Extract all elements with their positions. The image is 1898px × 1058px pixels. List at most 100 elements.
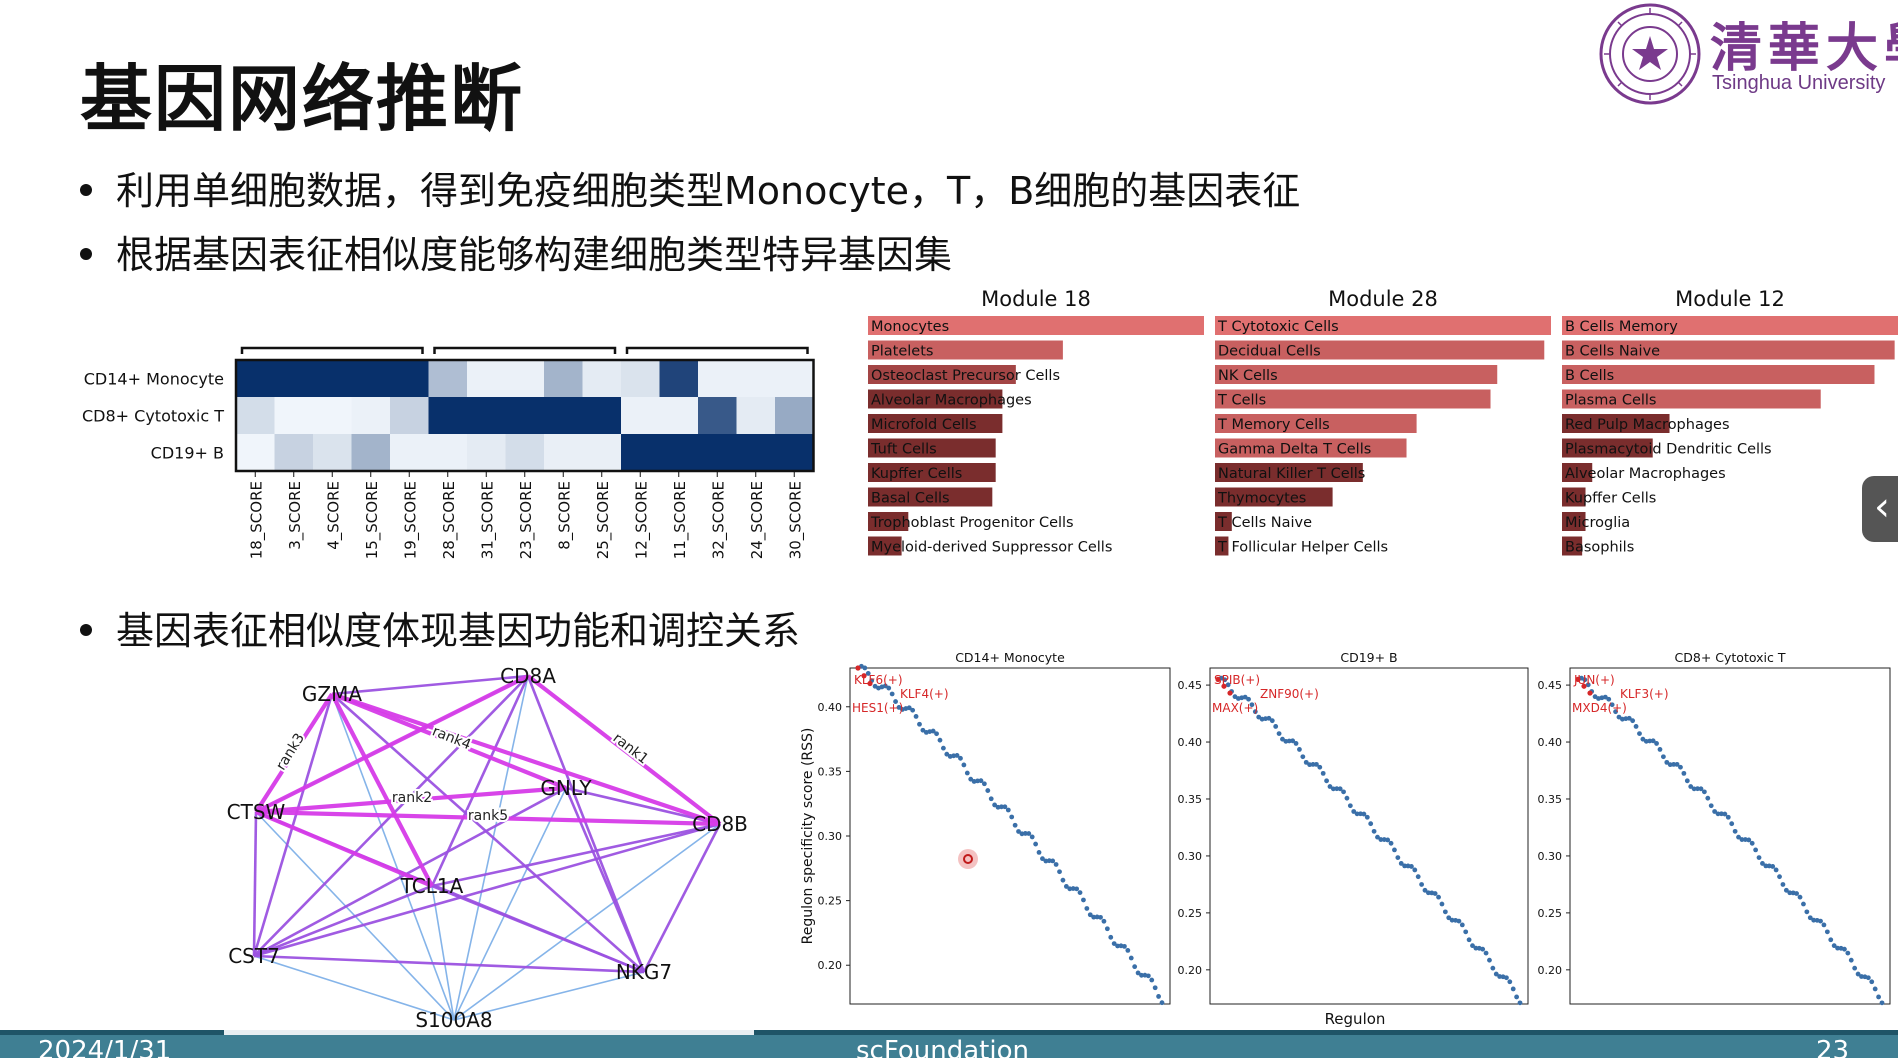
scatter-point (1807, 915, 1813, 921)
scatter-point (937, 737, 943, 743)
scatter-point (1514, 994, 1520, 1000)
scatter-point (1139, 972, 1144, 978)
scatter-regulon-label: ZNF90(+) (1260, 687, 1319, 701)
scatter-point (917, 721, 922, 727)
heatmap-cell (736, 434, 775, 471)
network-edge-label: rank5 (468, 808, 508, 824)
heatmap-cell (775, 434, 814, 471)
heatmap-cell (274, 397, 313, 434)
scatter-point (1463, 929, 1469, 935)
scatter-point (1108, 934, 1114, 940)
network-node-label: CD8B (692, 812, 748, 836)
gene-network-graph: rank1 rank2 rank3 rank4 rank5 GZMA CD8A CTSW GNL… (227, 664, 748, 1032)
heatmap-cell (313, 434, 352, 471)
scatter-highlight-point (855, 665, 861, 671)
scatter-point (1473, 945, 1479, 951)
module-bar-label: Alveolar Macrophages (871, 393, 1032, 409)
module-bar-label: Microglia (1565, 515, 1630, 531)
heatmap-cell (582, 360, 621, 397)
module-bar-label: Gamma Delta T Cells (1218, 442, 1371, 458)
scatter-point (1273, 724, 1279, 729)
module-bar-label: T Cytotoxic Cells (1217, 319, 1339, 335)
scatter-point (1848, 957, 1854, 963)
network-edge-weak (453, 971, 645, 1021)
network-edge-strong (255, 785, 567, 815)
scatter-ytick-label: 0.35 (818, 765, 843, 778)
scatter-point (1084, 906, 1090, 911)
side-panel-toggle[interactable]: ‹ (1862, 476, 1898, 542)
network-node-label: GZMA (302, 682, 362, 706)
scatter-panel-frame (1209, 667, 1529, 1005)
scatter-ytick-label: 0.20 (1538, 964, 1563, 977)
module-bar-label: Thymocytes (1217, 491, 1306, 507)
network-node-label: CST7 (228, 944, 280, 968)
scatter-point (1719, 811, 1724, 817)
module-bar (1215, 536, 1229, 556)
scatter-point (1869, 979, 1875, 985)
scatter-point (1753, 847, 1759, 853)
heatmap-column-label: 4_SCORE (324, 481, 343, 550)
heatmap-cell (390, 360, 429, 397)
scatter-point (1320, 770, 1326, 776)
scatter-point (981, 781, 987, 787)
dendrogram-bracket-2 (433, 346, 617, 354)
footer-line (0, 1030, 1898, 1035)
heatmap-cell (236, 434, 275, 471)
heatmap-column-label: 28_SCORE (440, 481, 459, 559)
scatter-point (1654, 741, 1659, 746)
network-edge-medium (253, 822, 721, 958)
module-bar (1215, 316, 1551, 335)
module-bar-label: T Memory Cells (1217, 417, 1330, 433)
network-edge-medium (565, 786, 721, 826)
scatter-panel-frame (1569, 667, 1891, 1005)
module-bar-label: Red Pulp Macrophages (1565, 417, 1730, 433)
network-edge-weak (453, 787, 567, 1021)
university-seal-icon (1599, 3, 1701, 105)
scatter-point (1664, 759, 1670, 765)
heatmap-row-label: CD14+ Monocyte (84, 370, 224, 389)
module-bar-label: Basal Cells (871, 491, 950, 507)
scatter-point (1859, 974, 1864, 979)
module-bar (868, 414, 1003, 433)
scatter-point (1855, 971, 1861, 977)
module-bar (1215, 414, 1417, 433)
network-edge-label: rank3 (273, 731, 308, 774)
module-bar (868, 389, 1003, 409)
heatmap-cell (544, 360, 583, 397)
scatter-point (1732, 828, 1738, 834)
cursor-click-indicator (958, 849, 978, 869)
scatter-point (1681, 770, 1687, 776)
scatter-point (1063, 884, 1069, 889)
scatter-point (1865, 975, 1871, 981)
bullet-1-text: 利用单细胞数据，得到免疫细胞类型Monocyte，T，B细胞的基因表征 (116, 169, 1301, 213)
module-bar (1562, 438, 1653, 458)
scatter-point (1729, 821, 1735, 827)
scatter-point (1449, 917, 1455, 923)
scatter-point (1398, 861, 1404, 866)
network-node-label: TCL1A (400, 874, 464, 898)
scatter-point (1098, 914, 1103, 920)
scatter-point (1876, 994, 1881, 1000)
scatter-point (1824, 929, 1830, 935)
network-edge-medium (253, 884, 433, 958)
network-edge-strong (254, 692, 334, 814)
scatter-point (1852, 965, 1858, 971)
scatter-point (1249, 702, 1255, 708)
scatter-point (1361, 811, 1367, 817)
rss-scatter-plots: Regulon specificity score (RSS) Regulon CD… (800, 650, 1891, 1028)
bullet-3-text: 基因表征相似度体现基因功能和调控关系 (116, 609, 801, 653)
scatter-point (1341, 789, 1346, 795)
scatter-point (1667, 762, 1673, 768)
scatter-point (1736, 834, 1741, 840)
scatter-point (1763, 863, 1769, 869)
heatmap-column-label: 25_SCORE (594, 481, 613, 559)
heatmap-cell (313, 360, 352, 397)
heatmap-cell (505, 397, 544, 434)
cursor-click-indicator-core (963, 854, 973, 864)
scatter-ylabel: Regulon specificity score (RSS) (800, 728, 816, 945)
scatter-point (1378, 837, 1384, 842)
scatter-point (1510, 986, 1516, 992)
network-edge-strong (330, 693, 434, 887)
network-edge-medium (331, 693, 645, 973)
heatmap-cell (390, 434, 429, 471)
